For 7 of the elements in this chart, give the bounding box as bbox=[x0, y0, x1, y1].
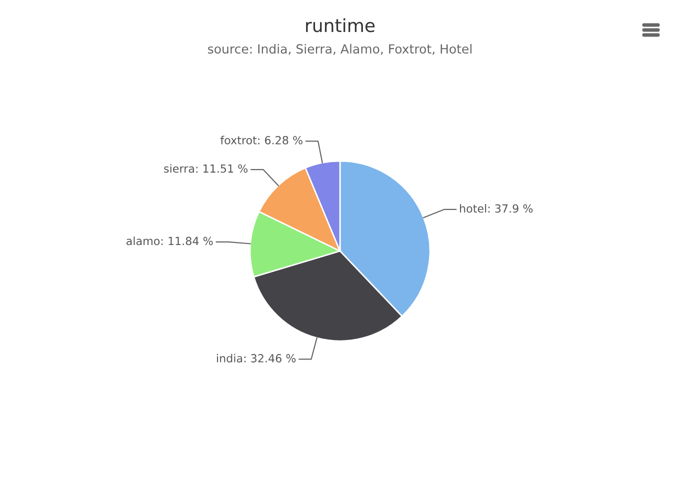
chart-title: runtime bbox=[306, 18, 375, 32]
slice-label: foxtrot: 6.28 % bbox=[220, 136, 302, 144]
chart-subtitle: source: India, Sierra, Alamo, Foxtrot, Hotel bbox=[208, 44, 472, 55]
slice-label: india: 32.46 % bbox=[217, 354, 296, 362]
slice-label: hotel: 37.9 % bbox=[460, 204, 533, 213]
slice-label: sierra: 11.51 % bbox=[164, 164, 248, 173]
slice-label: alamo: 11.84 % bbox=[126, 236, 213, 246]
